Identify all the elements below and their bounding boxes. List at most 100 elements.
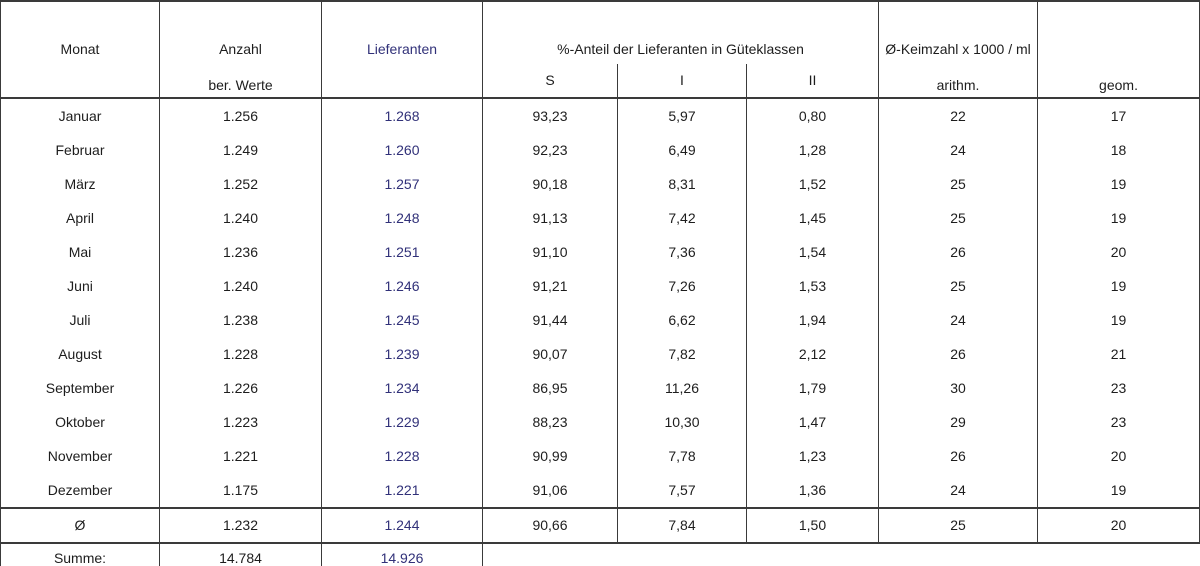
sum-lieferanten-cell: 14.926 <box>321 543 483 566</box>
gueteklasse-1-cell: 7,26 <box>617 269 747 303</box>
keimzahl-geom-cell: 19 <box>1037 303 1200 337</box>
header-row-1: Monat Anzahl ber. Werte Lieferanten %-An… <box>0 0 1200 99</box>
average-gueteklasse-2-cell: 1,50 <box>745 507 880 544</box>
month-cell: August <box>0 337 160 371</box>
col-header-monat-label: Monat <box>60 41 100 57</box>
keimzahl-arithm-cell: 25 <box>878 269 1039 303</box>
average-gueteklasse-s-cell: 90,66 <box>482 507 618 544</box>
gueteklasse-2-cell: 1,28 <box>745 133 880 167</box>
col-header-monat: Monat <box>0 0 160 99</box>
anzahl-cell: 1.228 <box>159 337 322 371</box>
keimzahl-arithm-cell: 29 <box>878 405 1039 439</box>
month-cell: September <box>0 371 160 405</box>
col-header-lieferanten-label: Lieferanten <box>366 41 438 57</box>
anzahl-cell: 1.238 <box>159 303 322 337</box>
average-row: Ø 1.232 1.244 90,66 7,84 1,50 25 20 <box>0 507 1200 544</box>
gueteklasse-1-cell: 5,97 <box>617 98 747 133</box>
keimzahl-arithm-cell: 22 <box>878 98 1039 133</box>
keimzahl-arithm-cell: 26 <box>878 439 1039 473</box>
anzahl-cell: 1.221 <box>159 439 322 473</box>
average-geom-cell: 20 <box>1037 507 1200 544</box>
gueteklasse-1-cell: 7,36 <box>617 235 747 269</box>
keimzahl-geom-cell: 23 <box>1037 371 1200 405</box>
anzahl-cell: 1.175 <box>159 473 322 508</box>
average-gueteklasse-1-cell: 7,84 <box>617 507 747 544</box>
gueteklasse-1-cell: 11,26 <box>617 371 747 405</box>
keimzahl-geom-cell: 20 <box>1037 439 1200 473</box>
anzahl-cell: 1.226 <box>159 371 322 405</box>
anzahl-cell: 1.240 <box>159 201 322 235</box>
col-header-gueteklasse-s: S <box>482 64 618 99</box>
gueteklasse-1-cell: 7,78 <box>617 439 747 473</box>
col-header-gueteklasse-1: I <box>617 64 747 99</box>
col-group-gueteklassen: %-Anteil der Lieferanten in Güteklassen <box>481 0 880 64</box>
lieferanten-cell: 1.260 <box>321 133 483 167</box>
average-label-cell: Ø <box>0 507 160 544</box>
keimzahl-geom-cell: 19 <box>1037 201 1200 235</box>
lieferanten-cell: 1.246 <box>321 269 483 303</box>
gueteklasse-s-cell: 91,21 <box>482 269 618 303</box>
average-lieferanten-cell: 1.244 <box>321 507 483 544</box>
gueteklasse-1-cell: 6,62 <box>617 303 747 337</box>
keimzahl-arithm-cell: 26 <box>878 235 1039 269</box>
keimzahl-arithm-cell: 24 <box>878 303 1039 337</box>
keimzahl-geom-cell: 23 <box>1037 405 1200 439</box>
month-cell: Juni <box>0 269 160 303</box>
col-header-anzahl: Anzahl ber. Werte <box>159 0 322 99</box>
table-row: März 1.252 1.257 90,18 8,31 1,52 25 19 <box>0 167 1200 201</box>
gueteklasse-s-cell: 90,07 <box>482 337 618 371</box>
gueteklasse-s-cell: 91,10 <box>482 235 618 269</box>
lieferanten-cell: 1.248 <box>321 201 483 235</box>
month-cell: März <box>0 167 160 201</box>
keimzahl-geom-cell: 21 <box>1037 337 1200 371</box>
table-row: Dezember 1.175 1.221 91,06 7,57 1,36 24 … <box>0 473 1200 508</box>
gueteklasse-s-cell: 86,95 <box>482 371 618 405</box>
keimzahl-arithm-cell: 25 <box>878 201 1039 235</box>
gueteklasse-1-cell: 7,82 <box>617 337 747 371</box>
col-header-geom-label: geom. <box>1099 77 1138 93</box>
gueteklasse-s-cell: 90,18 <box>482 167 618 201</box>
anzahl-cell: 1.223 <box>159 405 322 439</box>
table-row: September 1.226 1.234 86,95 11,26 1,79 3… <box>0 371 1200 405</box>
gueteklasse-2-cell: 1,36 <box>745 473 880 508</box>
gueteklasse-2-cell: 0,80 <box>745 98 880 133</box>
gueteklasse-1-cell: 8,31 <box>617 167 747 201</box>
lieferanten-cell: 1.239 <box>321 337 483 371</box>
col-group-gueteklassen-label: %-Anteil der Lieferanten in Güteklassen <box>557 41 804 57</box>
month-cell: Februar <box>0 133 160 167</box>
col-header-arithm-label: arithm. <box>936 77 980 93</box>
gueteklasse-1-cell: 7,42 <box>617 201 747 235</box>
sum-anzahl-cell: 14.784 <box>159 543 322 566</box>
lieferanten-cell: 1.234 <box>321 371 483 405</box>
keimzahl-geom-cell: 19 <box>1037 473 1200 508</box>
table-row: Oktober 1.223 1.229 88,23 10,30 1,47 29 … <box>0 405 1200 439</box>
gueteklasse-2-cell: 1,45 <box>745 201 880 235</box>
gueteklasse-s-cell: 91,06 <box>482 473 618 508</box>
lieferanten-cell: 1.268 <box>321 98 483 133</box>
month-cell: April <box>0 201 160 235</box>
keimzahl-arithm-cell: 25 <box>878 167 1039 201</box>
col-group-keimzahl-label: Ø-Keimzahl x 1000 / ml <box>885 41 1031 57</box>
table-row: April 1.240 1.248 91,13 7,42 1,45 25 19 <box>0 201 1200 235</box>
gueteklasse-2-cell: 1,23 <box>745 439 880 473</box>
gueteklasse-2-cell: 1,54 <box>745 235 880 269</box>
sum-label-cell: Summe: <box>0 543 160 566</box>
table-row: Februar 1.249 1.260 92,23 6,49 1,28 24 1… <box>0 133 1200 167</box>
anzahl-cell: 1.256 <box>159 98 322 133</box>
table-row: Juli 1.238 1.245 91,44 6,62 1,94 24 19 <box>0 303 1200 337</box>
average-anzahl-cell: 1.232 <box>159 507 322 544</box>
table-row: November 1.221 1.228 90,99 7,78 1,23 26 … <box>0 439 1200 473</box>
sum-row-empty-area <box>482 543 1200 566</box>
gueteklasse-s-cell: 93,23 <box>482 98 618 133</box>
header-row-2: S I II <box>1 64 1200 99</box>
month-cell: Dezember <box>0 473 160 508</box>
month-cell: Januar <box>0 98 160 133</box>
month-cell: Mai <box>0 235 160 269</box>
keimzahl-arithm-cell: 24 <box>878 133 1039 167</box>
gueteklasse-1-cell: 6,49 <box>617 133 747 167</box>
col-header-lieferanten: Lieferanten <box>321 0 483 99</box>
lieferanten-cell: 1.228 <box>321 439 483 473</box>
gueteklasse-2-cell: 2,12 <box>745 337 880 371</box>
gueteklasse-s-cell: 88,23 <box>482 405 618 439</box>
